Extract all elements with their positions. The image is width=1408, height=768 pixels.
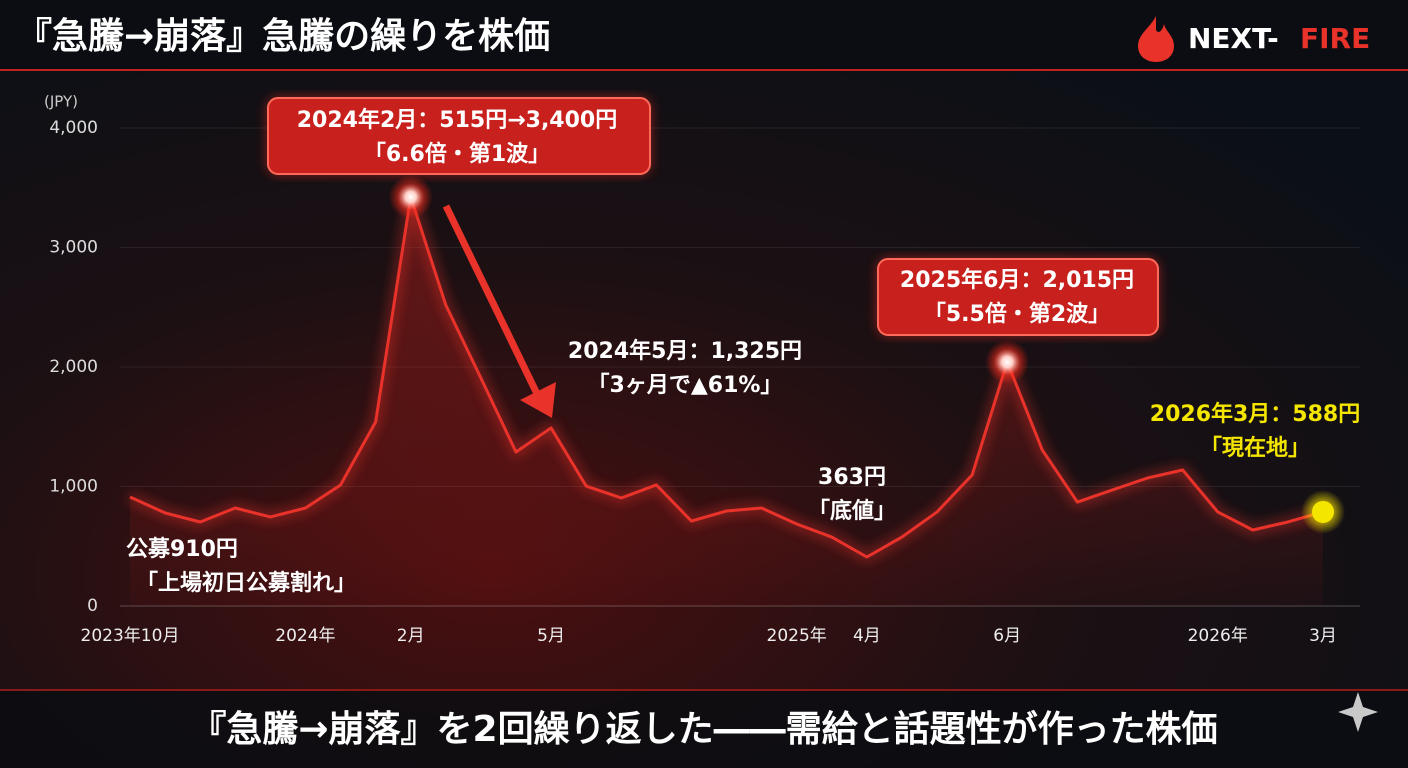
annotation-box	[267, 97, 651, 175]
annotation: 2024年5月：1,325円「3ヶ月で▲61%」	[568, 338, 802, 398]
x-tick-label: 2026年	[1188, 626, 1248, 646]
y-tick-label: 2,000	[49, 357, 98, 377]
x-tick-label: 2月	[397, 626, 425, 646]
x-tick-label: 5月	[537, 626, 565, 646]
y-tick-label: 1,000	[49, 477, 98, 497]
logo: NEXT- FIRE	[1138, 16, 1370, 62]
annotation: 2025年6月：2,015円「5.5倍・第2波」	[877, 258, 1159, 336]
annotation: 363円「底値」	[808, 465, 896, 524]
x-tick-label: 2025年	[767, 626, 827, 646]
annotation-text: 「底値」	[808, 498, 896, 524]
drop-arrow-head	[520, 382, 556, 418]
annotation-text: 「現在地」	[1200, 435, 1310, 461]
current-point	[1312, 500, 1334, 523]
y-tick-label: 4,000	[49, 118, 98, 138]
price-line	[129, 195, 1324, 559]
annotation-text: 2025年6月：2,015円	[900, 267, 1134, 293]
y-tick-label: 0	[87, 596, 98, 616]
title-bar	[0, 0, 1408, 70]
annotation-box	[877, 258, 1159, 336]
peak-glow	[985, 339, 1030, 384]
annotation-text: 2026年3月：588円	[1150, 401, 1360, 427]
annotation: 2026年3月：588円「現在地」	[1150, 401, 1360, 461]
annotation-text: 363円	[818, 465, 886, 490]
annotation-text: 「5.5倍・第2波」	[924, 301, 1110, 327]
x-tick-label: 2023年10月	[81, 626, 180, 646]
annotation-text: 2024年2月：515円→3,400円	[297, 107, 617, 133]
y-tick-label: 3,000	[49, 238, 98, 258]
axes: 0 1,000 2,000 3,000 4,000 2023年10月 2024年 2月 5月 20…	[49, 118, 1360, 646]
annotation: 2024年2月：515円→3,400円「6.6倍・第1波」	[267, 97, 651, 175]
annotation-text: 「上場初日公募割れ」	[136, 570, 356, 596]
logo-text: NEXT-	[1188, 22, 1279, 55]
x-tick-label: 3月	[1309, 626, 1337, 646]
annotation-text: 2024年5月：1,325円	[568, 338, 802, 364]
footer-text: 『急騰→崩落』を2回繰り返した――需給と話題性が作った株価	[190, 709, 1217, 750]
annotation-text: 「6.6倍・第1波」	[364, 141, 550, 167]
annotation-text: 「3ヶ月で▲61%」	[588, 373, 783, 398]
area-fill	[130, 196, 1323, 606]
x-tick-label: 6月	[993, 626, 1021, 646]
title: 『急騰→崩落』急騰の繰りを株価	[16, 16, 550, 57]
logo-text-accent: FIRE	[1300, 22, 1370, 55]
peak-glow	[388, 174, 433, 219]
drop-arrow	[442, 204, 544, 402]
annotation: 公募910円「上場初日公募割れ」	[126, 537, 356, 596]
x-tick-label: 4月	[853, 626, 881, 646]
y-unit: (JPY)	[44, 93, 78, 111]
x-tick-label: 2024年	[275, 626, 335, 646]
footer-bar	[0, 690, 1408, 768]
annotation-text: 公募910円	[126, 537, 238, 562]
logo-flame	[1138, 16, 1174, 62]
sparkle	[1338, 692, 1378, 732]
